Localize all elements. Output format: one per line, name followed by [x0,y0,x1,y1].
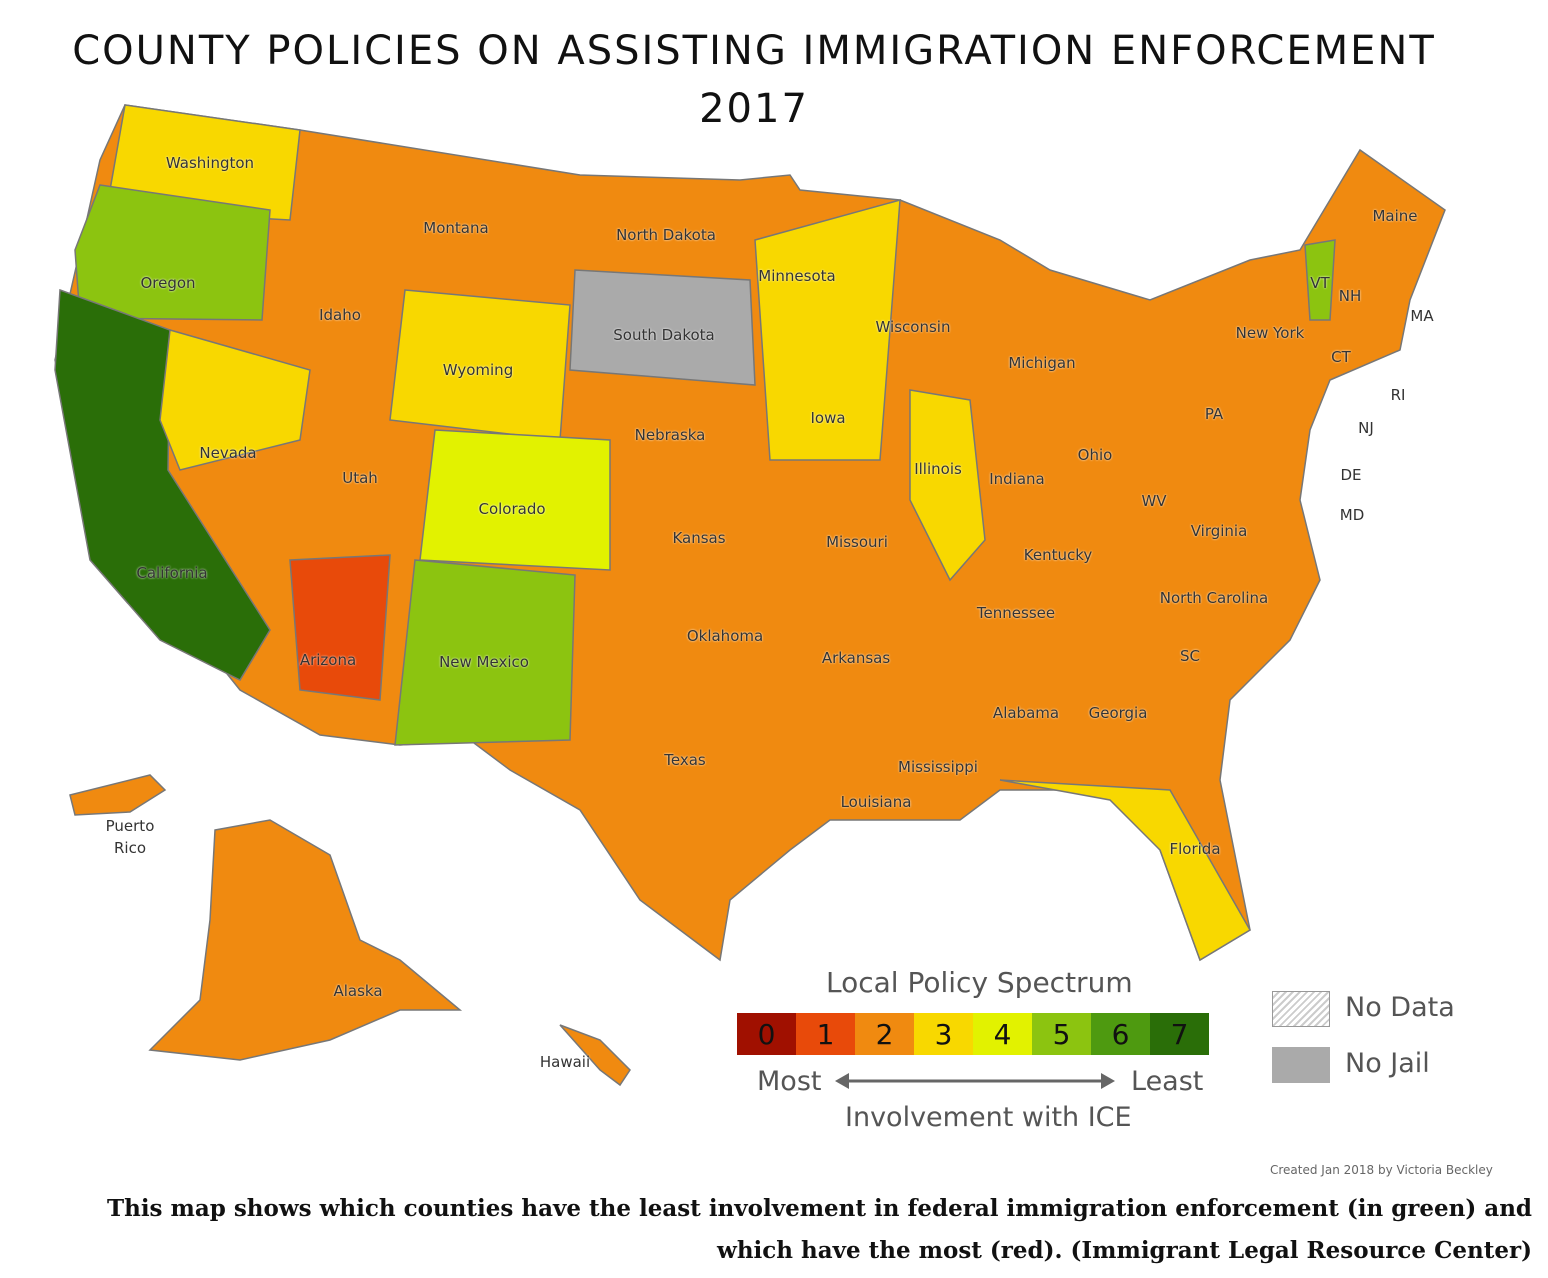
state-label-north-carolina: North Carolina [1159,589,1269,607]
state-label-alaska: Alaska [333,982,383,1000]
state-label-md: MD [1339,506,1365,524]
state-label-montana: Montana [423,219,489,237]
map-title: COUNTY POLICIES ON ASSISTING IMMIGRATION… [72,28,1436,74]
state-label-hawaii: Hawaii [539,1053,591,1071]
scale-3: 3 [914,1013,973,1055]
policy-scale: 0 1 2 3 4 5 6 7 [737,1013,1209,1055]
legend-no-jail: No Jail [1345,1048,1430,1079]
legend-least: Least [1131,1066,1204,1097]
double-arrow-icon [835,1073,1115,1089]
dakotas-no-jail [569,269,756,386]
colorado-region [419,429,611,571]
state-label-virginia: Virginia [1190,522,1248,540]
legend-no-data: No Data [1345,992,1455,1023]
state-label-nevada: Nevada [199,444,257,462]
state-label-mississippi: Mississippi [898,758,978,776]
state-label-oregon: Oregon [140,274,196,292]
arizona-red-region [289,554,391,701]
state-label-maine: Maine [1372,207,1418,225]
scale-5: 5 [1032,1013,1091,1055]
scale-2: 2 [855,1013,914,1055]
state-label-nebraska: Nebraska [634,426,706,444]
state-label-minnesota: Minnesota [758,267,836,285]
state-label-oklahoma: Oklahoma [686,627,764,645]
state-label-nj: NJ [1358,419,1374,437]
state-label-idaho: Idaho [319,306,361,324]
state-label-california: California [136,564,208,582]
state-label-louisiana: Louisiana [840,793,912,811]
state-label-illinois: Illinois [914,460,962,478]
state-label-new-mexico: New Mexico [439,653,529,671]
no-data-swatch [1272,991,1330,1027]
state-label-tennessee: Tennessee [976,604,1056,622]
state-label-colorado: Colorado [478,500,546,518]
legend-most: Most [757,1066,822,1097]
state-label-ri: RI [1390,386,1406,404]
credit: Created Jan 2018 by Victoria Beckley [1270,1163,1493,1177]
nevada-region [159,329,311,471]
state-label-ct: CT [1331,348,1351,366]
state-label-south-dakota: South Dakota [613,326,715,344]
puerto-rico [69,774,167,816]
scale-4: 4 [973,1013,1032,1055]
label-puerto-rico-line1: Puerto [105,817,155,835]
state-label-nh: NH [1338,287,1362,305]
state-label-kentucky: Kentucky [1023,546,1093,564]
florida-region [999,779,1252,962]
legend-axis-label: Involvement with ICE [845,1102,1132,1133]
state-label-wisconsin: Wisconsin [875,318,951,336]
state-label-wyoming: Wyoming [442,361,514,379]
legend-title: Local Policy Spectrum [826,966,1133,999]
scale-7: 7 [1150,1013,1209,1055]
illinois-region [909,389,986,582]
state-label-vt: VT [1310,274,1330,292]
label-puerto-rico-line2: Rico [113,839,147,857]
state-label-ohio: Ohio [1077,446,1113,464]
oregon-region [74,184,271,321]
state-label-arizona: Arizona [299,651,357,669]
state-label-washington: Washington [165,154,255,172]
map-year: 2017 [699,86,809,132]
state-label-de: DE [1340,466,1362,484]
scale-1: 1 [796,1013,855,1055]
state-label-arkansas: Arkansas [821,649,891,667]
state-label-pa: PA [1204,405,1224,423]
alaska [148,819,463,1061]
scale-6: 6 [1091,1013,1150,1055]
state-label-new-york: New York [1235,324,1305,342]
state-label-wv: WV [1141,492,1167,510]
state-label-ma: MA [1410,307,1434,325]
state-label-missouri: Missouri [826,533,888,551]
caption: This map shows which counties have the l… [106,1195,1532,1264]
state-label-michigan: Michigan [1008,354,1076,372]
minnesota-iowa-region [754,198,901,461]
state-label-indiana: Indiana [989,470,1045,488]
hawaii [559,1024,631,1087]
state-label-georgia: Georgia [1088,704,1148,722]
state-label-north-dakota: North Dakota [616,226,716,244]
state-label-iowa: Iowa [810,409,846,427]
state-label-florida: Florida [1169,840,1221,858]
state-label-utah: Utah [342,469,378,487]
vermont-region [1304,239,1336,321]
new-mexico-region [394,559,576,746]
state-label-texas: Texas [664,751,706,769]
state-label-sc: SC [1180,647,1200,665]
state-label-kansas: Kansas [672,529,726,547]
scale-0: 0 [737,1013,796,1055]
no-jail-swatch [1272,1047,1330,1083]
state-label-alabama: Alabama [992,704,1060,722]
us-county-map [54,104,1446,1087]
